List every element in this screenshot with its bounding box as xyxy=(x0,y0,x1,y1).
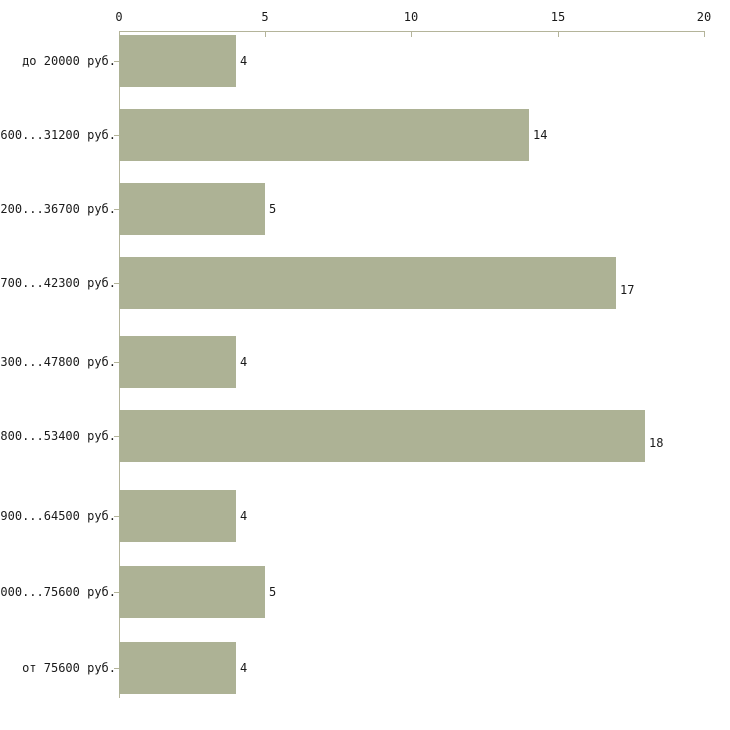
x-tick-4 xyxy=(704,31,705,37)
bar xyxy=(119,257,616,309)
bar xyxy=(119,183,265,235)
y-tick xyxy=(114,362,119,363)
x-tick-label-0: 0 xyxy=(115,10,123,24)
bar xyxy=(119,410,645,462)
y-tick xyxy=(114,592,119,593)
y-tick xyxy=(114,135,119,136)
bar-value-label: 18 xyxy=(649,436,664,450)
category-label: до 20000 руб. xyxy=(22,54,116,68)
bar xyxy=(119,642,236,694)
category-label: 70000...75600 руб. xyxy=(0,585,116,599)
y-tick xyxy=(114,436,119,437)
category-label: 31200...36700 руб. xyxy=(0,202,116,216)
y-tick xyxy=(114,283,119,284)
x-tick-0 xyxy=(119,31,120,37)
x-tick-label-3: 15 xyxy=(550,10,566,24)
x-tick-3 xyxy=(558,31,559,37)
bar-value-label: 14 xyxy=(533,128,548,142)
category-label: 25600...31200 руб. xyxy=(0,128,116,142)
category-label: от 75600 руб. xyxy=(22,661,116,675)
bar xyxy=(119,490,236,542)
x-tick-label-2: 10 xyxy=(403,10,419,24)
y-tick xyxy=(114,209,119,210)
category-label: 42300...47800 руб. xyxy=(0,355,116,369)
y-tick xyxy=(114,61,119,62)
bar-value-label: 4 xyxy=(240,509,248,523)
bar xyxy=(119,109,529,161)
category-label: 47800...53400 руб. xyxy=(0,429,116,443)
category-label: 36700...42300 руб. xyxy=(0,276,116,290)
bar-value-label: 5 xyxy=(269,585,277,599)
bar xyxy=(119,566,265,618)
y-tick xyxy=(114,516,119,517)
category-label: 58900...64500 руб. xyxy=(0,509,116,523)
bar-value-label: 5 xyxy=(269,202,277,216)
x-tick-label-4: 20 xyxy=(696,10,712,24)
bar xyxy=(119,336,236,388)
x-tick-2 xyxy=(411,31,412,37)
bar-value-label: 17 xyxy=(620,283,635,297)
x-tick-label-1: 5 xyxy=(261,10,269,24)
bar-value-label: 4 xyxy=(240,661,248,675)
bar-value-label: 4 xyxy=(240,54,248,68)
y-tick xyxy=(114,668,119,669)
x-tick-1 xyxy=(265,31,266,37)
bar-value-label: 4 xyxy=(240,355,248,369)
bar xyxy=(119,35,236,87)
